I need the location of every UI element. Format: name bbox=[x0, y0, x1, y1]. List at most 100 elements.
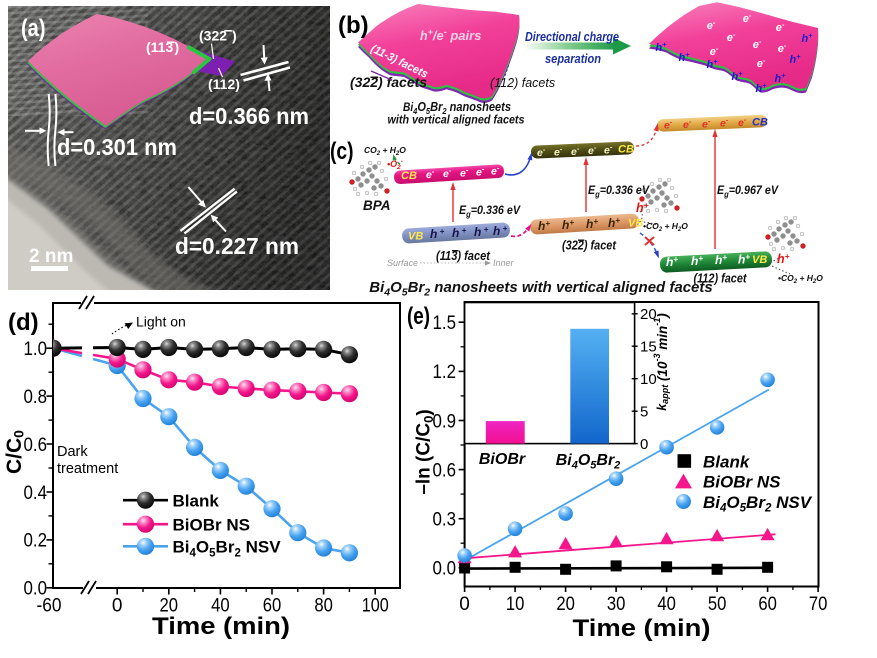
svg-text:0.2: 0.2 bbox=[24, 531, 48, 552]
svg-text:BiOBr: BiOBr bbox=[479, 451, 526, 468]
svg-text:1.0: 1.0 bbox=[24, 339, 48, 360]
svg-text:(112) facets: (112) facets bbox=[490, 76, 555, 90]
svg-text:e-: e- bbox=[460, 166, 469, 180]
svg-text:e-: e- bbox=[743, 11, 752, 25]
svg-text:VB: VB bbox=[752, 254, 767, 266]
svg-text:80: 80 bbox=[314, 596, 333, 617]
svg-text:VB: VB bbox=[628, 218, 643, 230]
svg-text:60: 60 bbox=[263, 596, 282, 617]
svg-text:40: 40 bbox=[211, 596, 230, 617]
svg-text:40: 40 bbox=[657, 594, 676, 615]
svg-text:e-: e- bbox=[727, 30, 736, 44]
svg-text:Bi4O5Br2 NSV: Bi4O5Br2 NSV bbox=[173, 538, 282, 560]
svg-text:VB: VB bbox=[408, 231, 423, 243]
svg-text:(113: (113 bbox=[146, 39, 173, 55]
svg-text:(322) facet: (322) facet bbox=[562, 239, 617, 253]
svg-text:-60: -60 bbox=[37, 596, 62, 617]
svg-text:h+: h+ bbox=[801, 31, 813, 45]
svg-text:e-: e- bbox=[707, 18, 716, 32]
svg-text:e-: e- bbox=[738, 115, 747, 129]
svg-text:e-: e- bbox=[426, 167, 435, 181]
svg-text:e-: e- bbox=[554, 145, 563, 159]
svg-text:h+/e- pairs: h+/e- pairs bbox=[420, 27, 481, 43]
svg-text:CB: CB bbox=[401, 170, 417, 182]
svg-text:5: 5 bbox=[640, 404, 648, 421]
svg-text:e-: e- bbox=[664, 118, 673, 132]
svg-text:2 nm: 2 nm bbox=[29, 246, 73, 267]
svg-text:(322) facets: (322) facets bbox=[350, 74, 427, 90]
svg-text:30: 30 bbox=[607, 594, 626, 615]
svg-text:h+: h+ bbox=[655, 40, 667, 54]
svg-text:e-: e- bbox=[702, 117, 711, 131]
svg-text:1.5: 1.5 bbox=[433, 313, 457, 334]
svg-text:separation: separation bbox=[545, 51, 601, 66]
svg-text:15: 15 bbox=[640, 339, 657, 356]
svg-text:70: 70 bbox=[809, 594, 828, 615]
svg-text:60: 60 bbox=[758, 594, 777, 615]
svg-text:h+: h+ bbox=[789, 52, 801, 66]
svg-text:Dark: Dark bbox=[57, 444, 88, 460]
svg-text:•CO2 + H2O: •CO2 + H2O bbox=[643, 221, 688, 233]
svg-text:0.9: 0.9 bbox=[433, 411, 457, 432]
svg-text:0: 0 bbox=[112, 596, 123, 617]
svg-text:e-: e- bbox=[776, 20, 785, 34]
svg-text:e-: e- bbox=[720, 116, 729, 130]
svg-text:Surface: Surface bbox=[387, 258, 418, 268]
svg-text:Time (min): Time (min) bbox=[152, 613, 290, 640]
svg-text:d=0.366 nm: d=0.366 nm bbox=[189, 103, 309, 129]
svg-text:BiOBr NS: BiOBr NS bbox=[173, 516, 250, 535]
svg-text:0.3: 0.3 bbox=[433, 510, 457, 531]
svg-text:0.0: 0.0 bbox=[433, 559, 457, 580]
svg-text:(a): (a) bbox=[21, 15, 46, 42]
svg-text:(112): (112) bbox=[208, 76, 240, 92]
svg-text:–ln (C/C0): –ln (C/C0) bbox=[414, 409, 436, 494]
svg-text:CB: CB bbox=[752, 117, 768, 129]
svg-text:Bi4O5Br2 nanosheets: Bi4O5Br2 nanosheets bbox=[403, 100, 511, 116]
svg-text:0.4: 0.4 bbox=[24, 483, 48, 504]
svg-text:0.8: 0.8 bbox=[24, 387, 48, 408]
svg-text:e-: e- bbox=[753, 37, 762, 51]
svg-text:e-: e- bbox=[757, 56, 766, 70]
svg-text:(e): (e) bbox=[407, 303, 430, 330]
svg-text:Eg=0.967 eV: Eg=0.967 eV bbox=[717, 183, 779, 199]
svg-text:Directional charge: Directional charge bbox=[525, 29, 619, 44]
svg-text:•CO2 + H2O: •CO2 + H2O bbox=[778, 273, 823, 285]
svg-text:0.6: 0.6 bbox=[24, 435, 48, 456]
svg-text:e-: e- bbox=[604, 143, 613, 157]
svg-text:CB: CB bbox=[618, 144, 634, 156]
svg-text:BiOBr NS: BiOBr NS bbox=[703, 473, 781, 492]
svg-text:kappt (10-3 min-1): kappt (10-3 min-1) bbox=[652, 313, 670, 411]
svg-text:e-: e- bbox=[491, 164, 500, 178]
svg-text:h+: h+ bbox=[755, 81, 767, 95]
svg-text:e-: e- bbox=[683, 117, 692, 131]
svg-text:(d): (d) bbox=[8, 309, 39, 336]
svg-text:Eg=0.336 eV: Eg=0.336 eV bbox=[588, 183, 650, 199]
svg-text:Inner: Inner bbox=[493, 258, 515, 268]
svg-text:Bi4O5Br2: Bi4O5Br2 bbox=[556, 452, 621, 472]
svg-text:h+: h+ bbox=[731, 69, 743, 83]
svg-text:e-: e- bbox=[588, 143, 597, 157]
svg-text:Bi4O5Br2 nanosheets with verti: Bi4O5Br2 nanosheets with vertical aligne… bbox=[369, 279, 712, 299]
svg-text:CO2 + H2O: CO2 + H2O bbox=[364, 145, 406, 157]
svg-text:h+: h+ bbox=[774, 71, 786, 85]
svg-text:(c): (c) bbox=[330, 138, 354, 165]
svg-text:): ) bbox=[175, 39, 180, 55]
svg-text:C/C0: C/C0 bbox=[3, 430, 27, 474]
svg-text:0: 0 bbox=[459, 594, 470, 615]
svg-text:with vertical aligned facets: with vertical aligned facets bbox=[388, 115, 525, 127]
svg-text:e-: e- bbox=[476, 165, 485, 179]
svg-text:treatment: treatment bbox=[57, 461, 118, 477]
svg-text:20: 20 bbox=[640, 306, 657, 323]
svg-text:BPA: BPA bbox=[363, 198, 391, 213]
svg-text:10: 10 bbox=[506, 594, 525, 615]
svg-text:20: 20 bbox=[556, 594, 575, 615]
svg-text:Blank: Blank bbox=[703, 452, 751, 471]
svg-text:Time (min): Time (min) bbox=[573, 615, 711, 642]
svg-text:h+: h+ bbox=[706, 57, 718, 71]
svg-text:Light on: Light on bbox=[136, 314, 186, 330]
svg-text:(113) facet: (113) facet bbox=[436, 249, 491, 263]
svg-text:0.6: 0.6 bbox=[433, 460, 457, 481]
svg-text:(322: (322 bbox=[199, 28, 227, 44]
svg-text:0: 0 bbox=[640, 436, 648, 453]
svg-text:e-: e- bbox=[571, 144, 580, 158]
